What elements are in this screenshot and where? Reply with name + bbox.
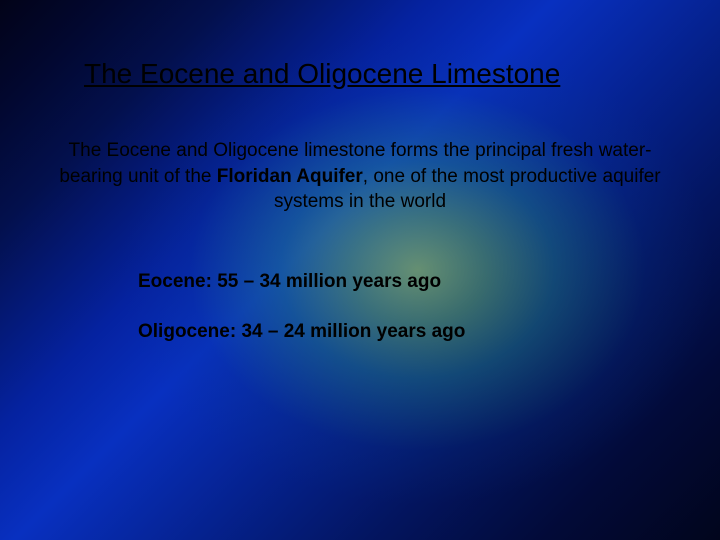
body-bold-term: Floridan Aquifer — [217, 166, 363, 187]
slide-container: The Eocene and Oligocene Limestone The E… — [0, 0, 720, 540]
epoch-oligocene: Oligocene: 34 – 24 million years ago — [138, 321, 680, 343]
slide-title: The Eocene and Oligocene Limestone — [84, 58, 680, 90]
epoch-list: Eocene: 55 – 34 million years ago Oligoc… — [138, 271, 680, 343]
epoch-eocene: Eocene: 55 – 34 million years ago — [138, 271, 680, 293]
body-paragraph: The Eocene and Oligocene limestone forms… — [46, 138, 674, 215]
